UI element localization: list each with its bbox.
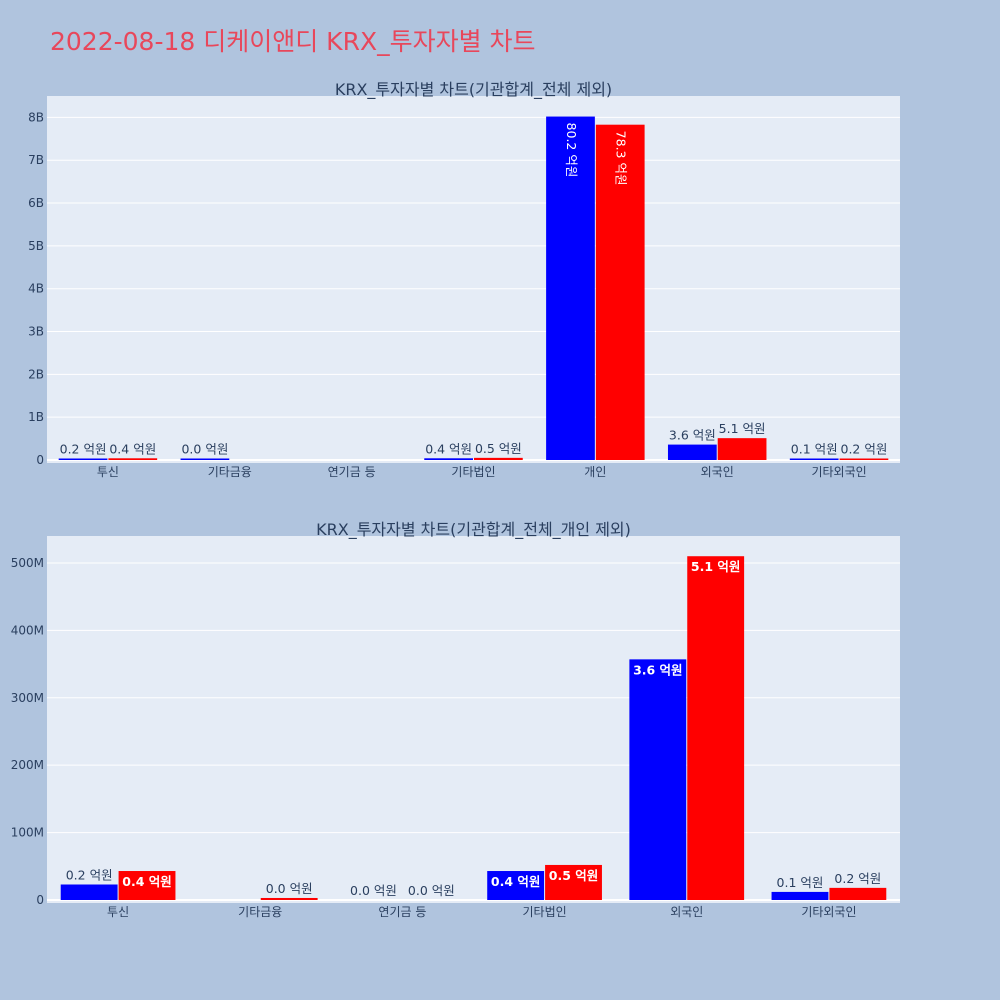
- y-tick-label: 3B: [28, 325, 44, 339]
- data-label: 3.6 억원: [669, 428, 716, 443]
- bar: [260, 897, 318, 900]
- data-label: 0.2 억원: [66, 867, 113, 882]
- x-tick-label: 기타법인: [451, 465, 495, 479]
- x-tick-label: 투신: [97, 465, 119, 479]
- x-tick-label: 기타외국인: [801, 905, 856, 919]
- bar: [118, 871, 176, 900]
- x-tick-label: 기타금융: [208, 465, 252, 479]
- bar: [595, 124, 645, 460]
- data-label: 5.1 억원: [719, 421, 766, 436]
- bar: [629, 659, 687, 900]
- chart-title: KRX_투자자별 차트(기관합계_전체 제외): [335, 80, 612, 100]
- x-tick-label: 기타외국인: [811, 465, 866, 479]
- bar: [546, 116, 595, 460]
- x-tick-label: 개인: [584, 465, 606, 479]
- chart-1: 0 1B 2B 3B 4B 5B 6B 7B 8B KRX_투자자별 차트(기관합계_전체 제외)…: [28, 80, 900, 479]
- data-label: 0.4 억원: [122, 874, 172, 889]
- y-tick-label: 100M: [11, 826, 44, 840]
- chart-title: KRX_투자자별 차트(기관합계_전체_개인 제외): [316, 520, 631, 540]
- bar: [839, 458, 889, 460]
- plot-area: [47, 536, 900, 903]
- data-label: 0.0 억원: [350, 883, 397, 898]
- bar: [771, 891, 829, 900]
- chart-2: 0 100M 200M 300M 400M 500M KRX_투자자별 차트(기관합계_전체…: [11, 520, 900, 919]
- bar: [474, 457, 523, 460]
- y-tick-label: 400M: [11, 623, 44, 637]
- data-label: 0.2 억원: [834, 871, 881, 886]
- bar: [58, 458, 108, 460]
- x-tick-label: 연기금 등: [378, 905, 426, 919]
- bar: [829, 887, 887, 900]
- data-label: 0.4 억원: [109, 441, 156, 456]
- plot-area: [47, 96, 900, 463]
- data-label: 0.4 억원: [491, 874, 541, 889]
- y-tick-label: 6B: [28, 196, 44, 210]
- x-tick-label: 기타법인: [522, 905, 566, 919]
- bar: [545, 864, 602, 900]
- y-tick-label: 500M: [11, 556, 44, 570]
- y-tick-label: 300M: [11, 691, 44, 705]
- y-tick-label: 200M: [11, 758, 44, 772]
- page-title: 2022-08-18 디케이앤디 KRX_투자자별 차트: [50, 27, 536, 56]
- data-label: 78.3 억원: [614, 131, 629, 186]
- bar: [487, 871, 545, 900]
- bar: [717, 438, 767, 460]
- data-label: 0.1 억원: [777, 875, 824, 890]
- x-tick-label: 연기금 등: [328, 465, 376, 479]
- bar: [108, 458, 158, 460]
- y-tick-label: 5B: [28, 239, 44, 253]
- y-tick-label: 1B: [28, 410, 44, 424]
- data-label: 3.6 억원: [633, 662, 683, 677]
- y-tick-label: 0: [36, 453, 44, 467]
- bar: [667, 444, 717, 460]
- y-tick-label: 0: [36, 893, 44, 907]
- y-tick-label: 2B: [28, 367, 44, 381]
- data-label: 0.2 억원: [60, 442, 107, 457]
- data-label: 0.2 억원: [841, 442, 888, 457]
- x-tick-label: 투신: [107, 905, 129, 919]
- y-tick-label: 4B: [28, 282, 44, 296]
- data-label: 0.0 억원: [181, 442, 228, 457]
- bar: [180, 458, 230, 460]
- data-label: 0.0 억원: [408, 883, 455, 898]
- data-label: 0.4 억원: [425, 441, 472, 456]
- bar: [789, 458, 839, 460]
- data-label: 5.1 억원: [691, 559, 741, 574]
- x-tick-label: 외국인: [670, 905, 703, 919]
- y-tick-label: 8B: [28, 110, 44, 124]
- bar: [60, 884, 118, 900]
- x-tick-label: 기타금융: [238, 905, 282, 919]
- data-label: 80.2 억원: [564, 123, 579, 178]
- data-label: 0.1 억원: [791, 442, 838, 457]
- y-tick-label: 7B: [28, 153, 44, 167]
- bar: [687, 556, 745, 900]
- data-label: 0.5 억원: [549, 868, 599, 883]
- data-label: 0.0 억원: [266, 881, 313, 896]
- data-label: 0.5 억원: [475, 441, 522, 456]
- x-tick-label: 외국인: [701, 465, 734, 479]
- bar: [424, 458, 473, 460]
